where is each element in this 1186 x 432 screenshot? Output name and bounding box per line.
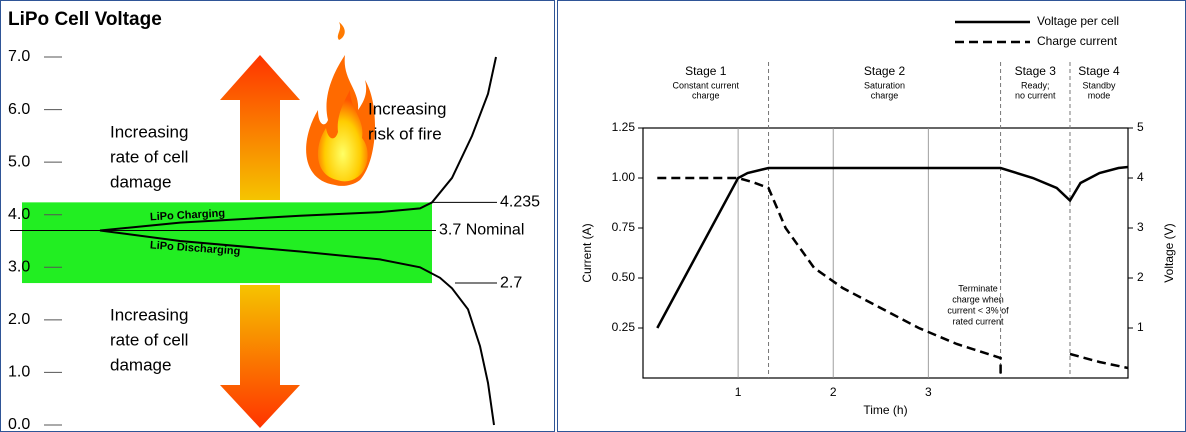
y-tick-label: 1.25 (612, 120, 636, 134)
y2-tick-label: 5 (1137, 120, 1144, 134)
y2-tick-label: 2 (1137, 270, 1144, 284)
y-tick-label: 1.00 (612, 170, 636, 184)
stage-title: Stage 2 (864, 64, 906, 78)
y2-tick-label: 3 (1137, 220, 1144, 234)
annotation: rate of cell (110, 330, 188, 349)
annotation: Increasing (368, 99, 446, 118)
y-tick-label: 2.0 (8, 311, 30, 328)
annotation: rated current (952, 316, 1004, 326)
legend-label: Charge current (1037, 34, 1118, 48)
annotation: current < 3% of (947, 305, 1009, 315)
y-tick-label: 7.0 (8, 48, 30, 65)
reference-label: 3.7 Nominal (439, 222, 524, 239)
x-axis-label: Time (h) (863, 403, 907, 417)
x-tick-label: 3 (925, 385, 932, 399)
stage-title: Stage 4 (1078, 64, 1120, 78)
y-tick-label: 0.75 (612, 220, 636, 234)
stage-description: Standby (1082, 80, 1116, 90)
y-tick-label: 3.0 (8, 259, 30, 276)
y2-tick-label: 1 (1137, 320, 1144, 334)
annotation: damage (110, 172, 171, 191)
y-tick-label: 5.0 (8, 153, 30, 170)
y-tick-label: 0.0 (8, 416, 30, 432)
stage-title: Stage 3 (1015, 64, 1057, 78)
stage-description: charge (692, 90, 720, 100)
stage-description: no current (1015, 90, 1056, 100)
y-tick-label: 4.0 (8, 206, 30, 223)
reference-label: 4.235 (500, 194, 540, 211)
y-tick-label: 0.50 (612, 270, 636, 284)
x-tick-label: 1 (735, 385, 742, 399)
stage-description: Constant current (672, 80, 739, 90)
stage-description: charge (871, 90, 899, 100)
y2-tick-label: 4 (1137, 170, 1144, 184)
annotation: damage (110, 355, 171, 374)
y-axis-label: Current (A) (580, 223, 594, 282)
stage-description: Ready; (1021, 80, 1050, 90)
y-tick-label: 1.0 (8, 364, 30, 381)
annotation: risk of fire (368, 124, 442, 143)
legend-label: Voltage per cell (1037, 14, 1119, 28)
annotation: Increasing (110, 122, 188, 141)
stage-title: Stage 1 (685, 64, 727, 78)
stage-description: Saturation (864, 80, 905, 90)
safe-band (22, 202, 432, 283)
y-tick-label: 0.25 (612, 320, 636, 334)
y2-axis-label: Voltage (V) (1162, 223, 1176, 282)
reference-label: 2.7 (500, 274, 522, 291)
page: LiPo Cell Voltage 0.0 1.0 2.0 3.0 4.0 5.0 6.0 7.… (0, 0, 1186, 432)
annotation: Terminate (958, 283, 998, 293)
annotation: rate of cell (110, 147, 188, 166)
chart-title: LiPo Cell Voltage (8, 9, 162, 30)
annotation: Increasing (110, 305, 188, 324)
y-tick-label: 6.0 (8, 101, 30, 118)
annotation: charge when (952, 294, 1004, 304)
x-tick-label: 2 (830, 385, 837, 399)
stage-description: mode (1088, 90, 1111, 100)
